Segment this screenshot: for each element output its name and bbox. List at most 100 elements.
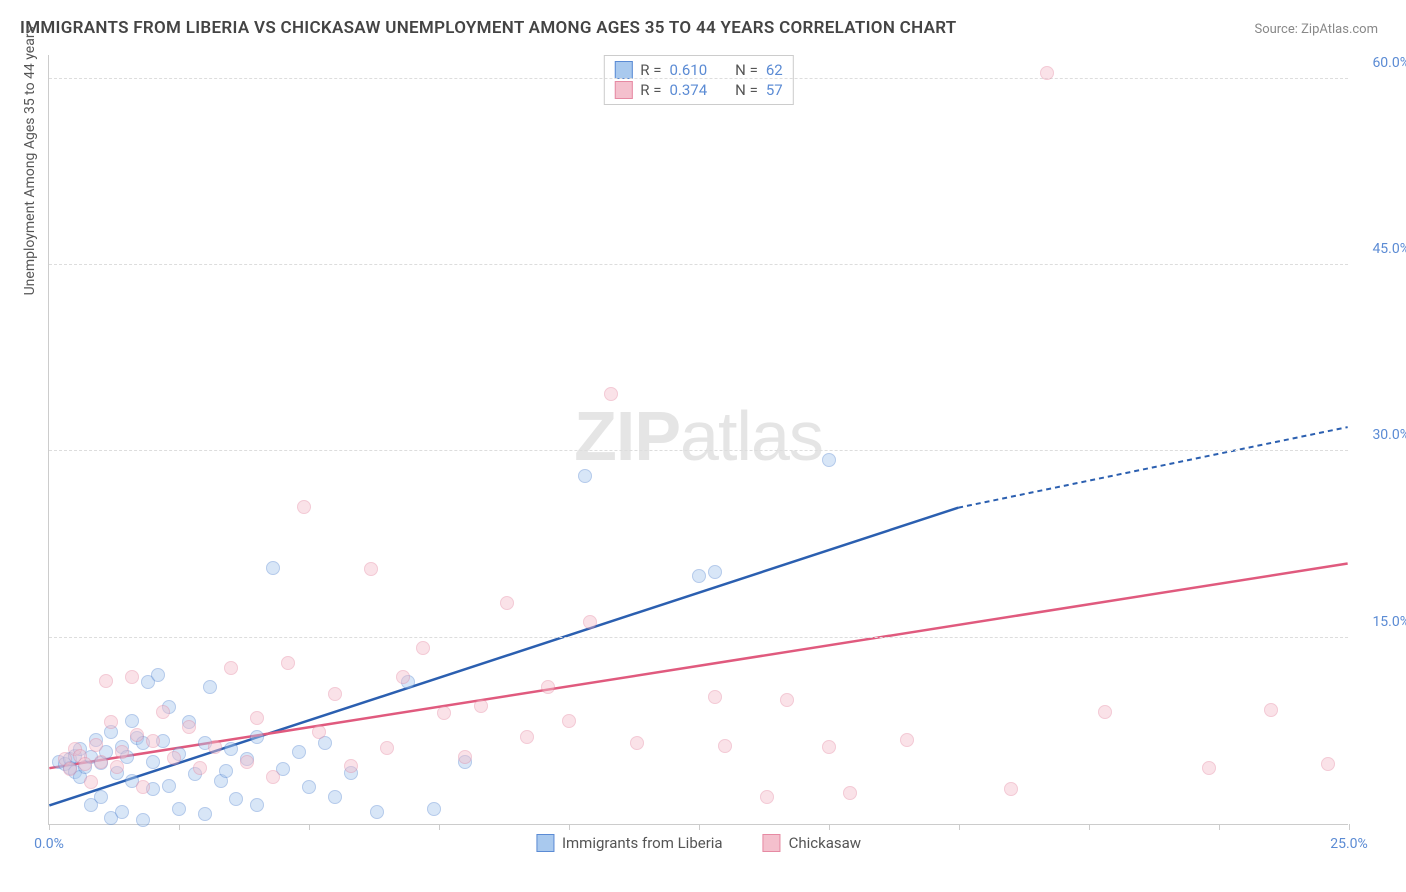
data-point (172, 802, 186, 816)
data-point (760, 790, 774, 804)
data-point (115, 745, 129, 759)
data-point (364, 562, 378, 576)
data-point (718, 739, 732, 753)
legend-item: Immigrants from Liberia (536, 834, 723, 852)
data-point (224, 742, 238, 756)
data-point (541, 680, 555, 694)
y-tick-label: 15.0% (1372, 614, 1406, 630)
data-point (604, 387, 618, 401)
data-point (250, 711, 264, 725)
x-tick (829, 824, 830, 830)
data-point (437, 706, 451, 720)
x-tick (179, 824, 180, 830)
n-value: 62 (766, 61, 783, 79)
r-legend-row: R =0.374N =57 (614, 80, 782, 100)
chart-title: IMMIGRANTS FROM LIBERIA VS CHICKASAW UNE… (20, 18, 957, 38)
x-tick-label: 0.0% (34, 836, 64, 852)
grid-line (49, 78, 1348, 79)
data-point (281, 656, 295, 670)
data-point (203, 680, 217, 694)
y-axis-label: Unemployment Among Ages 35 to 44 years (22, 26, 38, 295)
data-point (1321, 757, 1335, 771)
x-tick (1219, 824, 1220, 830)
data-point (822, 740, 836, 754)
legend-label: Chickasaw (789, 834, 861, 852)
data-point (427, 802, 441, 816)
x-tick-label: 25.0% (1330, 836, 1368, 852)
x-tick (1089, 824, 1090, 830)
data-point (266, 770, 280, 784)
data-point (94, 755, 108, 769)
legend-swatch (614, 61, 632, 79)
data-point (136, 813, 150, 827)
source-attribution: Source: ZipAtlas.com (1254, 22, 1378, 37)
data-point (125, 670, 139, 684)
data-point (94, 790, 108, 804)
data-point (130, 728, 144, 742)
data-point (302, 780, 316, 794)
data-point (1264, 703, 1278, 717)
data-point (224, 661, 238, 675)
data-point (822, 453, 836, 467)
data-point (344, 759, 358, 773)
data-point (458, 750, 472, 764)
data-point (312, 725, 326, 739)
r-value: 0.610 (669, 61, 707, 79)
data-point (229, 792, 243, 806)
y-tick-label: 30.0% (1372, 427, 1406, 443)
data-point (63, 762, 77, 776)
x-tick (959, 824, 960, 830)
data-point (1098, 705, 1112, 719)
data-point (240, 755, 254, 769)
data-point (182, 720, 196, 734)
x-tick (439, 824, 440, 830)
x-tick (1349, 824, 1350, 830)
data-point (104, 715, 118, 729)
y-tick-label: 45.0% (1372, 241, 1406, 257)
data-point (1040, 66, 1054, 80)
data-point (266, 561, 280, 575)
data-point (250, 730, 264, 744)
data-point (156, 705, 170, 719)
data-point (692, 569, 706, 583)
data-point (198, 807, 212, 821)
r-label: R = (640, 81, 661, 99)
x-tick (569, 824, 570, 830)
data-point (146, 734, 160, 748)
x-tick (309, 824, 310, 830)
r-label: R = (640, 61, 661, 79)
r-value: 0.374 (669, 81, 707, 99)
data-point (110, 760, 124, 774)
n-label: N = (735, 61, 758, 79)
r-legend-box: R =0.610N =62R =0.374N =57 (603, 55, 793, 105)
data-point (416, 641, 430, 655)
n-label: N = (735, 81, 758, 99)
data-point (474, 699, 488, 713)
series-legend: Immigrants from Liberia Chickasaw (536, 834, 861, 852)
data-point (1004, 782, 1018, 796)
data-point (630, 736, 644, 750)
data-point (1202, 761, 1216, 775)
plot-area: ZIPatlas R =0.610N =62R =0.374N =57 Immi… (48, 55, 1348, 825)
data-point (151, 668, 165, 682)
data-point (708, 565, 722, 579)
data-point (396, 670, 410, 684)
trend-lines (49, 55, 1348, 824)
data-point (219, 764, 233, 778)
legend-item: Chickasaw (763, 834, 861, 852)
data-point (520, 730, 534, 744)
data-point (250, 798, 264, 812)
data-point (115, 805, 129, 819)
grid-line (49, 264, 1348, 265)
data-point (328, 687, 342, 701)
data-point (208, 740, 222, 754)
data-point (500, 596, 514, 610)
data-point (780, 693, 794, 707)
legend-label: Immigrants from Liberia (562, 834, 723, 852)
data-point (89, 738, 103, 752)
data-point (562, 714, 576, 728)
data-point (292, 745, 306, 759)
data-point (167, 751, 181, 765)
data-point (370, 805, 384, 819)
data-point (146, 755, 160, 769)
